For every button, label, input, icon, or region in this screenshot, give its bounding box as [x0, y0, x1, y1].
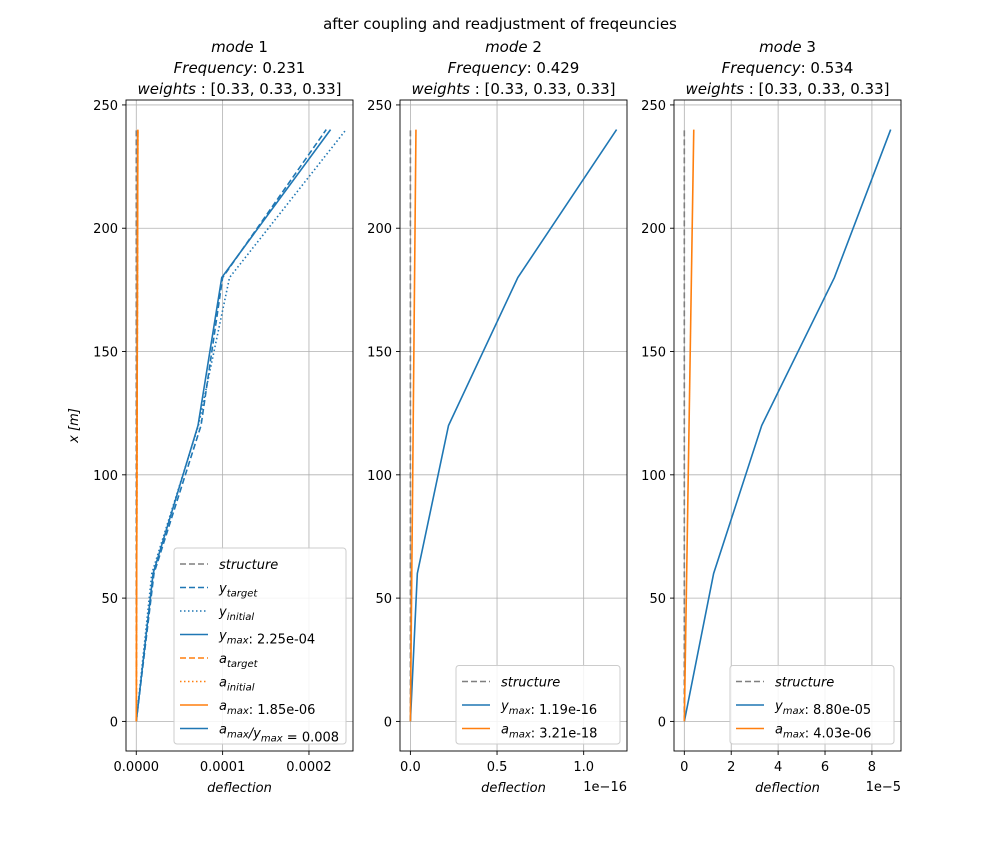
legend-box: [729, 665, 895, 745]
y-tick-label: 100: [641, 469, 666, 484]
legend-label: ymax: 1.19e-16: [500, 699, 597, 718]
legend-label: structure: [775, 676, 834, 691]
y-tick-label: 0: [384, 715, 392, 730]
y-tick-label: 200: [367, 222, 392, 237]
legend-label: ytarget: [218, 582, 258, 600]
legend-label: ainitial: [219, 676, 255, 694]
subplot-title-line: weights : [0.33, 0.33, 0.33]: [138, 80, 342, 98]
series-line-y-max: [135, 129, 332, 722]
subplot-title-line: mode 2: [485, 38, 542, 56]
y-tick-label: 0: [658, 715, 666, 730]
subplot-mode-1: mode 1 Frequency: 0.231 weights : [0.33, 0…: [67, 38, 354, 796]
x-axis-label: deflection: [481, 781, 546, 796]
y-tick-label: 250: [367, 99, 392, 114]
subplot-title-line: weights : [0.33, 0.33, 0.33]: [686, 80, 890, 98]
series-line-a-max: [409, 129, 417, 722]
legend-label: yinitial: [218, 605, 254, 623]
y-tick-label: 150: [641, 346, 666, 361]
subplot-title-line: mode 1: [211, 38, 268, 56]
y-axis-label: x [m]: [67, 408, 82, 444]
series-line-y-max: [683, 129, 892, 722]
legend-label: structure: [501, 676, 560, 691]
subplot-title-line: Frequency: 0.231: [174, 59, 306, 77]
legend-label: atarget: [219, 652, 259, 670]
legend: structure ymax: 1.19e-16 amax: 3.21e-18: [455, 665, 621, 745]
x-tick-label: 0.0000: [114, 760, 160, 775]
x-tick-label: 2: [727, 760, 735, 775]
x-axis-label: deflection: [207, 781, 272, 796]
subplot-title-line: mode 3: [759, 38, 816, 56]
series-group: [135, 129, 347, 722]
legend-label: ymax: 2.25e-04: [218, 629, 315, 648]
axes-frame: [399, 99, 628, 752]
subplot-mode-3: mode 3 Frequency: 0.534 weights : [0.33, 0…: [641, 38, 902, 796]
legend-label: ymax: 8.80e-05: [774, 699, 871, 718]
x-offset-label: 1e−16: [583, 780, 627, 795]
subplot-title-line: weights : [0.33, 0.33, 0.33]: [412, 80, 616, 98]
y-tick-label: 250: [93, 99, 118, 114]
series-group: [683, 129, 892, 722]
series-line-y-max: [409, 129, 618, 722]
x-axis-label: deflection: [755, 781, 820, 796]
x-tick-label: 0.0002: [286, 760, 332, 775]
legend-label: amax/ymax = 0.008: [219, 723, 339, 746]
axes-frame: [673, 99, 902, 752]
y-tick-label: 50: [649, 592, 666, 607]
legend-label: amax: 4.03e-06: [775, 723, 871, 742]
y-tick-label: 200: [641, 222, 666, 237]
x-tick-label: 8: [868, 760, 876, 775]
x-tick-label: 0.0: [400, 760, 421, 775]
legend: structure ymax: 8.80e-05 amax: 4.03e-06: [729, 665, 895, 745]
subplot-title-line: Frequency: 0.534: [722, 59, 854, 77]
legend-box: [173, 547, 347, 745]
series-group: [409, 129, 618, 722]
x-tick-label: 1.0: [573, 760, 594, 775]
subplot-title-line: Frequency: 0.429: [448, 59, 580, 77]
legend-label: amax: 3.21e-18: [501, 723, 597, 742]
legend-label: amax: 1.85e-06: [219, 699, 315, 718]
x-tick-label: 4: [774, 760, 782, 775]
figure-suptitle: after coupling and readjustment of freqe…: [323, 15, 677, 33]
legend-box: [455, 665, 621, 745]
x-tick-label: 6: [821, 760, 829, 775]
series-line-a-max: [135, 129, 139, 722]
x-offset-label: 1e−5: [866, 780, 901, 795]
y-tick-label: 50: [101, 592, 118, 607]
y-tick-label: 100: [367, 469, 392, 484]
y-tick-label: 0: [110, 715, 118, 730]
subplot-mode-2: mode 2 Frequency: 0.429 weights : [0.33, 0…: [367, 38, 628, 796]
legend-label: structure: [219, 558, 278, 573]
y-tick-label: 150: [93, 346, 118, 361]
axes-frame: [125, 99, 354, 752]
legend: structure ytarget yinitial ymax: 2.25e-04 at…: [173, 547, 347, 746]
y-tick-label: 100: [93, 469, 118, 484]
series-line-a-max: [683, 129, 695, 722]
y-tick-label: 250: [641, 99, 666, 114]
y-tick-label: 50: [375, 592, 392, 607]
y-tick-label: 150: [367, 346, 392, 361]
y-tick-label: 200: [93, 222, 118, 237]
x-tick-label: 0: [680, 760, 688, 775]
x-tick-label: 0.0001: [200, 760, 246, 775]
x-tick-label: 0.5: [487, 760, 508, 775]
